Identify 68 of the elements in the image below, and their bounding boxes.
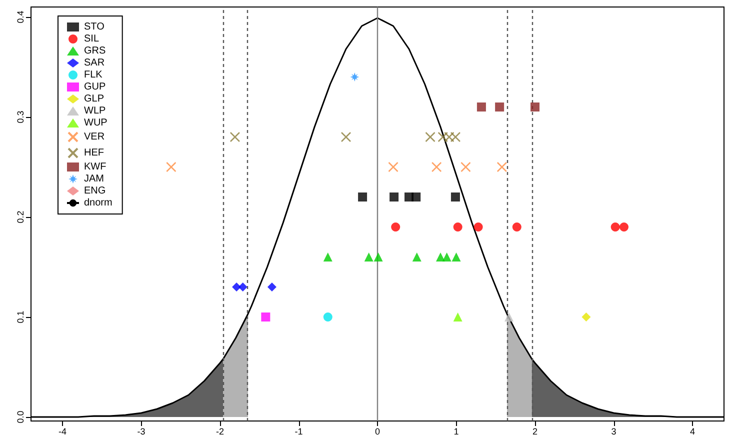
point — [340, 132, 352, 142]
point — [425, 132, 436, 142]
legend-label: GUP — [84, 82, 106, 92]
point — [436, 252, 445, 262]
x-tick-label: 0 — [374, 426, 380, 436]
legend-label: GRS — [84, 46, 106, 56]
point — [388, 162, 398, 172]
point — [495, 102, 504, 112]
x-tick-label: -2 — [216, 426, 224, 436]
y-tick-label: 0.4 — [16, 10, 26, 24]
x-tick-label: -4 — [58, 426, 67, 436]
point — [530, 102, 540, 112]
point — [474, 222, 483, 232]
point — [610, 222, 620, 232]
point — [412, 192, 421, 202]
legend-label: JAM — [84, 174, 104, 184]
point — [460, 162, 471, 172]
point — [323, 252, 332, 262]
point — [453, 222, 462, 232]
point — [452, 252, 461, 262]
x-tick-label: 4 — [690, 426, 696, 436]
point — [438, 132, 448, 142]
point — [444, 132, 454, 142]
point — [323, 312, 332, 322]
point — [512, 222, 522, 232]
point — [412, 252, 422, 262]
point — [374, 252, 383, 262]
legend-label: FLK — [84, 70, 103, 80]
legend-label: SAR — [84, 58, 105, 68]
legend-label: SIL — [84, 34, 100, 44]
y-tick-label: 0.0 — [16, 410, 26, 424]
legend-label: GLP — [84, 94, 104, 104]
point — [450, 132, 461, 142]
x-tick-label: 3 — [611, 426, 616, 436]
y-tick-label: 0.2 — [16, 210, 26, 224]
point — [166, 162, 176, 172]
point — [582, 312, 591, 322]
legend-label: VER — [84, 132, 105, 142]
legend-label: WUP — [84, 118, 108, 128]
point — [496, 162, 508, 172]
point — [390, 192, 399, 202]
point — [267, 282, 276, 292]
legend-label: dnorm — [84, 198, 112, 208]
point — [450, 192, 460, 202]
y-tick-label: 0.3 — [16, 110, 26, 124]
legend-label: ENG — [84, 186, 106, 196]
point — [442, 252, 452, 262]
x-tick-label: -3 — [137, 426, 146, 436]
x-tick-label: -1 — [294, 426, 303, 436]
point — [358, 192, 368, 202]
point — [619, 222, 628, 232]
legend-label: HEF — [84, 148, 104, 158]
point — [261, 312, 270, 322]
point — [350, 72, 360, 82]
point — [364, 252, 374, 262]
point — [431, 162, 442, 172]
point — [453, 312, 462, 322]
point — [230, 132, 240, 142]
y-tick-label: 0.1 — [16, 310, 26, 324]
x-tick-label: 1 — [454, 426, 459, 436]
point — [238, 282, 248, 292]
legend-label: WLP — [84, 106, 106, 116]
point — [504, 312, 514, 322]
x-tick-label: 2 — [532, 426, 538, 436]
point — [391, 222, 400, 232]
point — [476, 102, 486, 112]
legend-label: STO — [84, 22, 105, 32]
legend-label: KWF — [84, 162, 106, 172]
